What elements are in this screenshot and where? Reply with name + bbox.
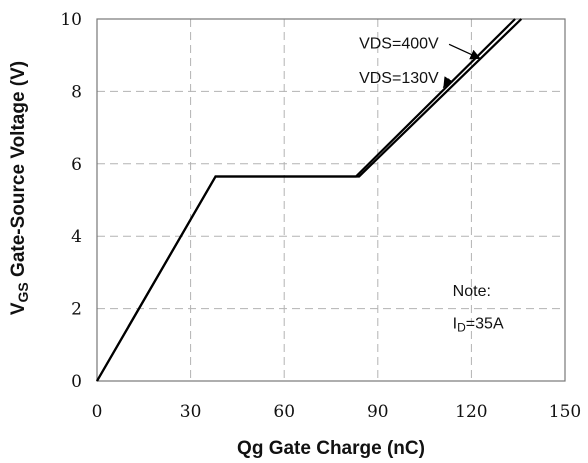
- x-tick-label: 90: [367, 402, 389, 422]
- note-current-subscript: D: [457, 321, 466, 335]
- note-current-value: ID=35A: [453, 316, 504, 335]
- x-tick-label: 60: [273, 402, 295, 422]
- note-label: Note:: [453, 283, 491, 300]
- y-tick-label: 0: [71, 372, 82, 392]
- x-tick-label: 0: [92, 402, 103, 422]
- y-axis-title-rest: Gate-Source Voltage (V): [8, 61, 29, 282]
- y-tick-label: 8: [71, 82, 82, 102]
- series-annotations: VDS=400V VDS=130V: [359, 36, 482, 89]
- y-tick-label: 10: [60, 10, 82, 30]
- y-tick-label: 4: [71, 227, 82, 247]
- note-current-main: I: [453, 316, 457, 333]
- y-tick-label: 2: [71, 300, 82, 320]
- y-axis-title-main: V: [8, 302, 29, 315]
- x-tick-label: 150: [549, 402, 581, 422]
- annotation-vds-400v: VDS=400V: [359, 36, 439, 53]
- series-lines: [96, 18, 523, 382]
- y-tick-label: 6: [71, 155, 82, 175]
- note-box: Note: ID=35A: [453, 283, 504, 335]
- y-axis-title: VGS Gate-Source Voltage (V): [8, 61, 31, 315]
- note-current-rest: =35A: [466, 316, 504, 333]
- arrow-vds-130v: [442, 76, 454, 89]
- tick-labels: 0 30 60 90 120 150 0 2 4 6 8 10: [60, 10, 581, 422]
- x-tick-label: 30: [180, 402, 202, 422]
- y-axis-title-subscript: GS: [15, 282, 31, 302]
- plot-area-frame: [96, 18, 566, 382]
- x-axis-title: Qg Gate Charge (nC): [237, 438, 425, 459]
- arrow-vds-400v: [448, 43, 482, 60]
- series-line-vds-130v: [96, 18, 516, 382]
- grid-lines: [97, 19, 565, 381]
- annotation-vds-130v: VDS=130V: [359, 70, 439, 87]
- x-tick-label: 120: [455, 402, 487, 422]
